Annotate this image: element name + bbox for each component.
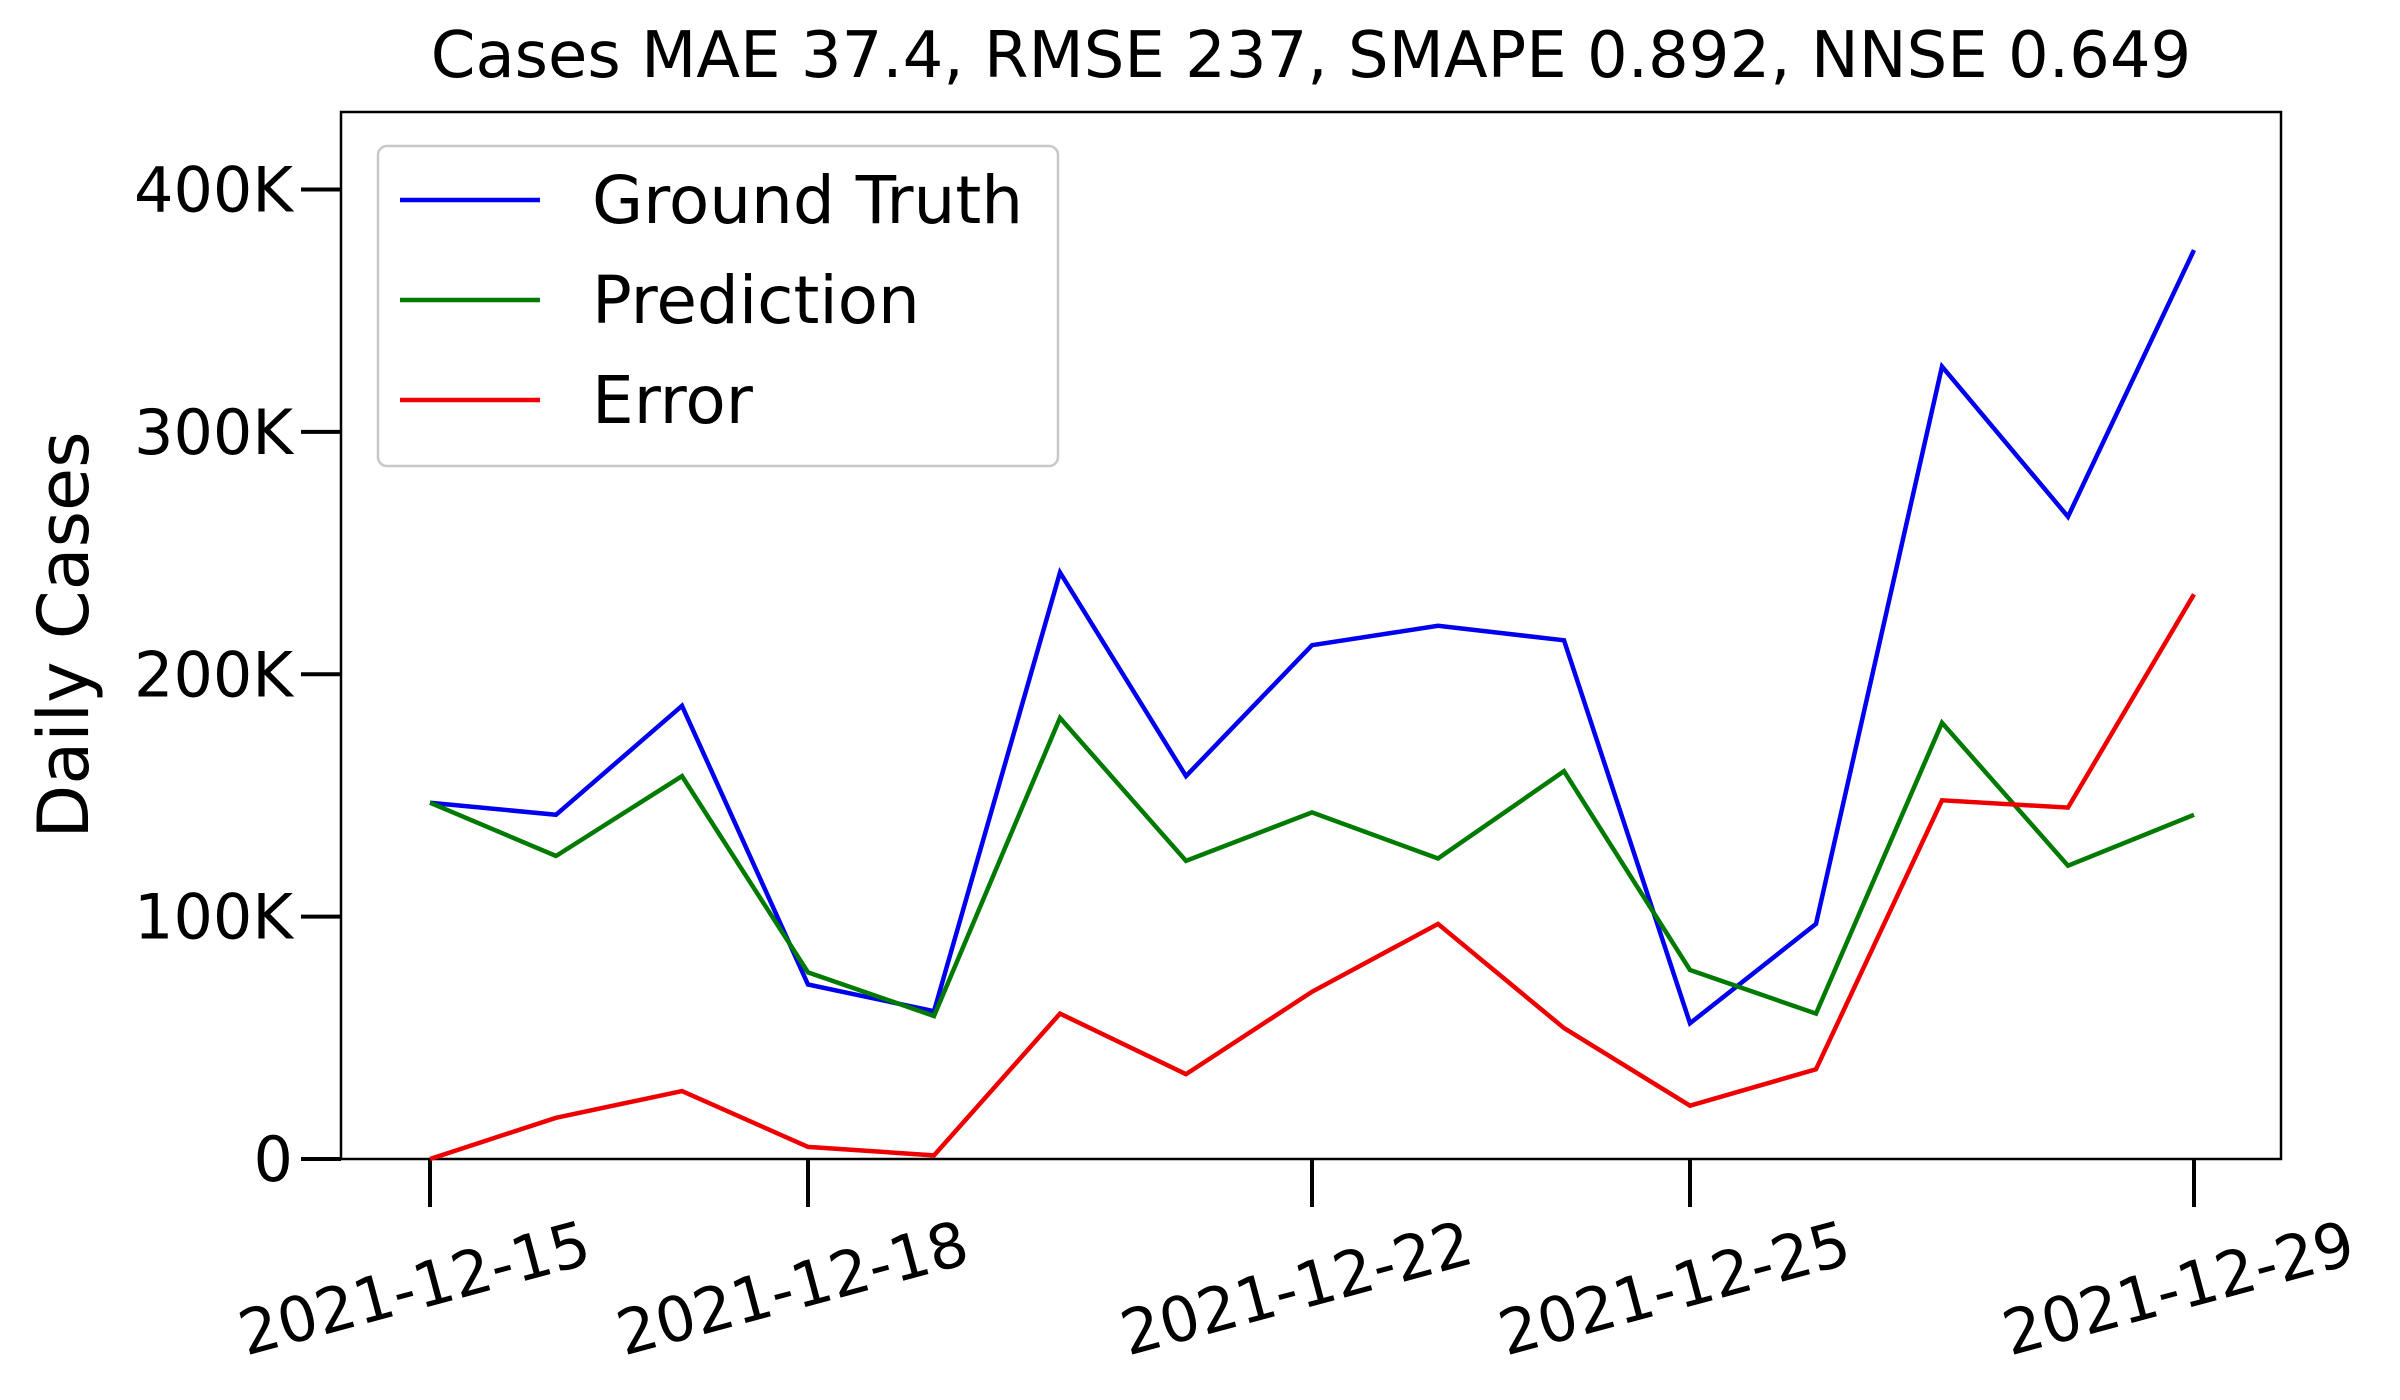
x-tick-label: 2021-12-15 [231, 1206, 598, 1370]
y-axis-label: Daily Cases [23, 431, 105, 838]
series-lines [429, 249, 2197, 1162]
x-tick-label: 2021-12-22 [1113, 1206, 1480, 1370]
legend-label: Ground Truth [592, 162, 1023, 239]
series-line-ground-truth [429, 249, 2197, 1028]
legend-box [376, 144, 1060, 468]
legend: Ground Truth Prediction Error [376, 144, 1060, 468]
y-tick-label: 300K [134, 396, 294, 469]
x-axis: 2021-12-15 2021-12-18 2021-12-22 2021-12-25… [231, 1159, 2362, 1370]
y-axis: 0 100K 200K 300K 400K [134, 154, 341, 1196]
y-tick-label: 400K [134, 154, 294, 227]
x-tick-label: 2021-12-29 [1995, 1206, 2362, 1370]
series-line-prediction [429, 713, 2195, 1019]
y-tick-label: 200K [134, 638, 294, 711]
y-tick-label: 100K [134, 881, 294, 954]
y-tick-label: 0 [254, 1123, 293, 1196]
legend-label: Prediction [592, 262, 920, 339]
series-line-error [429, 593, 2196, 1162]
x-tick-label: 2021-12-25 [1491, 1206, 1858, 1370]
chart-title: Cases MAE 37.4, RMSE 237, SMAPE 0.892, N… [431, 19, 2192, 93]
legend-label: Error [592, 362, 754, 439]
x-tick-label: 2021-12-18 [609, 1206, 976, 1370]
